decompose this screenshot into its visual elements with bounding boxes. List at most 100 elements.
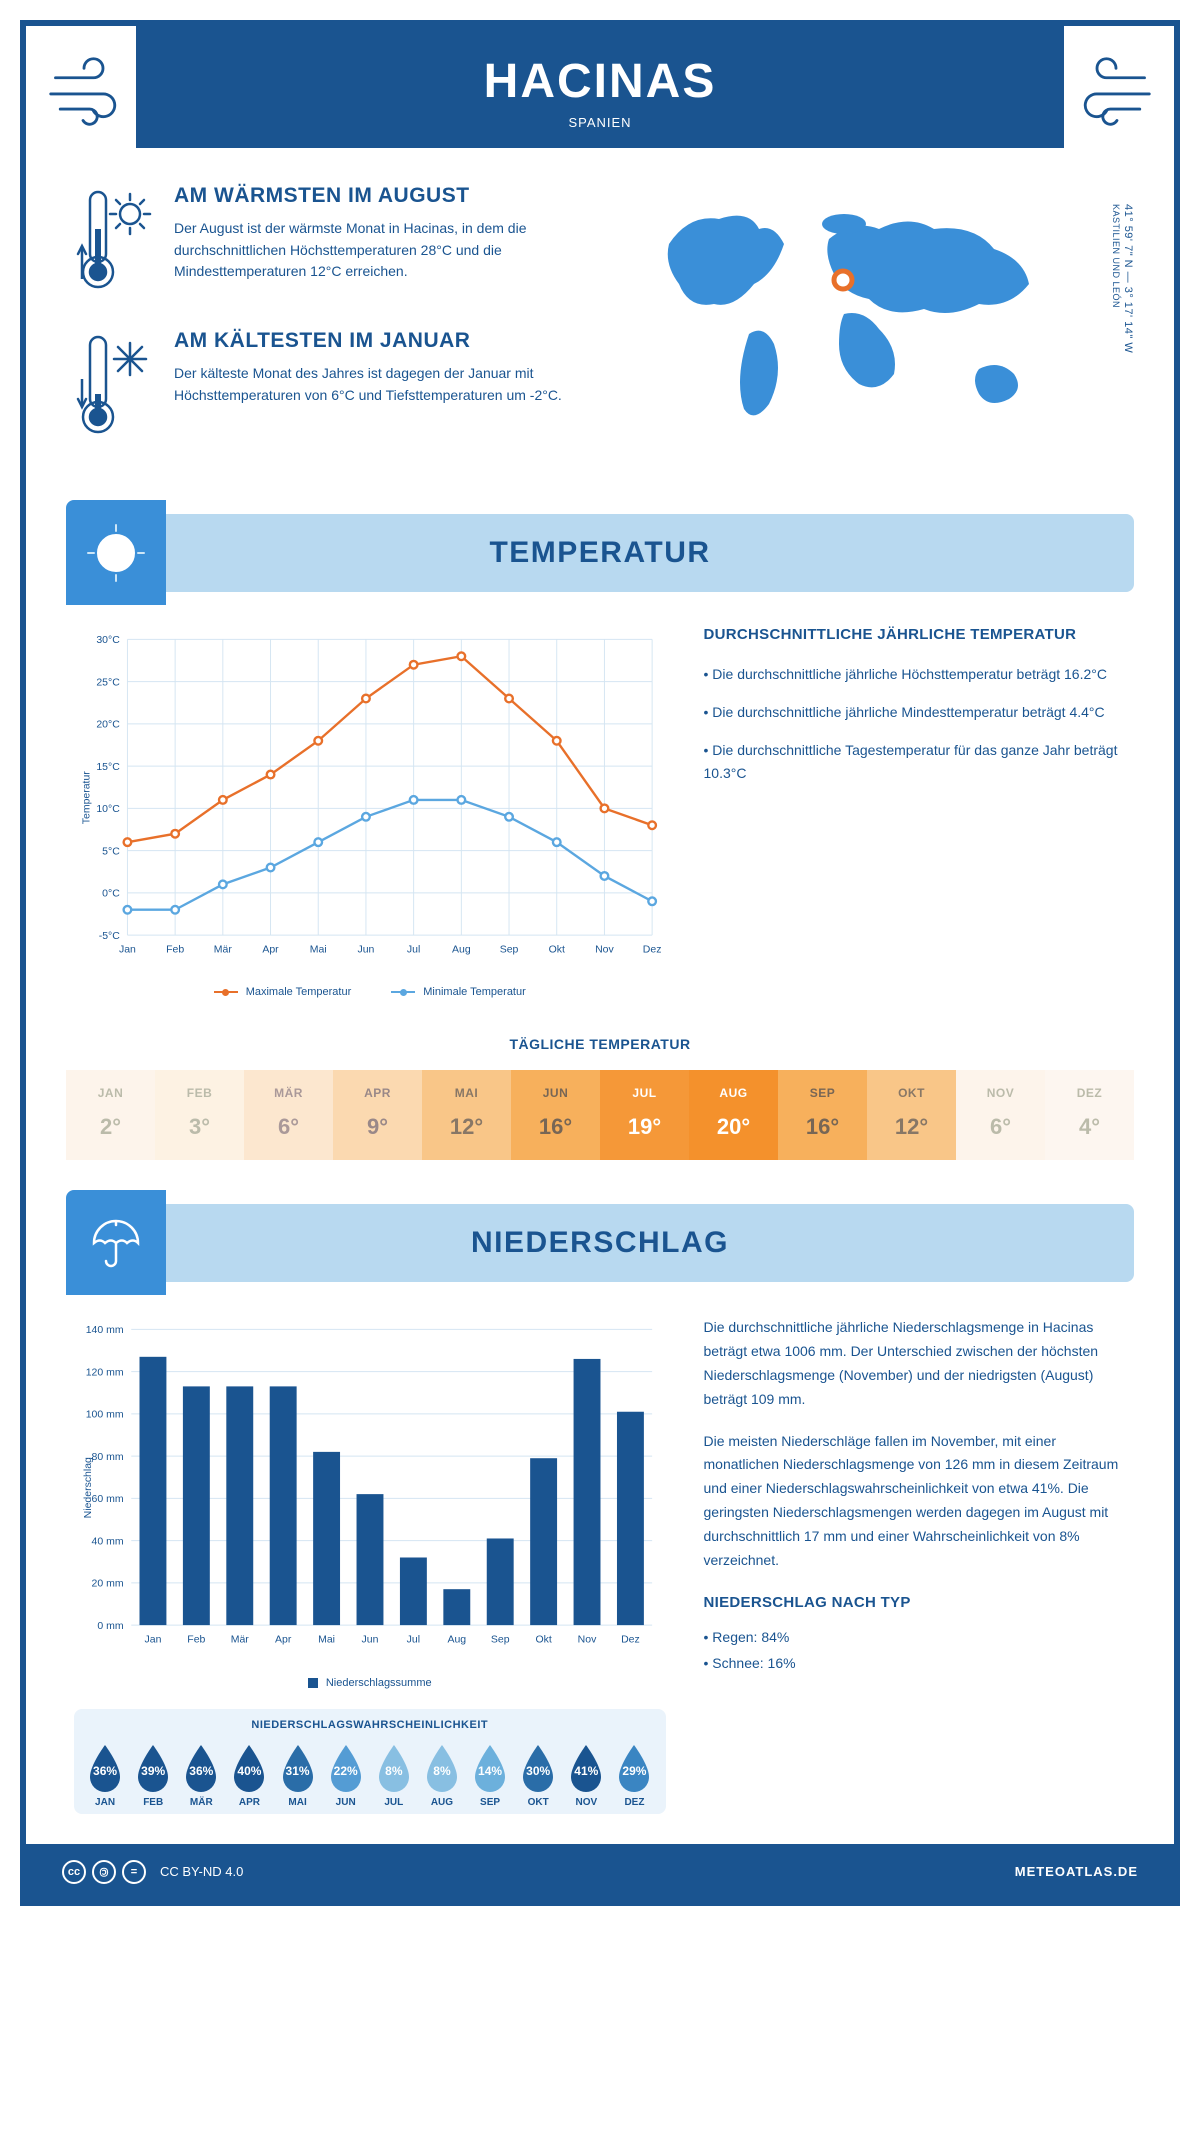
- svg-text:100 mm: 100 mm: [86, 1410, 124, 1421]
- droplet: 30%OKT: [515, 1741, 561, 1808]
- month-cell: DEZ4°: [1045, 1070, 1134, 1160]
- svg-text:Okt: Okt: [535, 1635, 551, 1646]
- precip-heading: NIEDERSCHLAG: [66, 1226, 1134, 1260]
- precip-type: • Regen: 84%: [704, 1626, 1127, 1650]
- svg-text:Mär: Mär: [214, 944, 233, 955]
- probability-title: NIEDERSCHLAGSWAHRSCHEINLICHKEIT: [82, 1719, 658, 1731]
- droplet: 14%SEP: [467, 1741, 513, 1808]
- svg-text:Nov: Nov: [595, 944, 614, 955]
- month-cell: SEP16°: [778, 1070, 867, 1160]
- warmest-block: AM WÄRMSTEN IM AUGUST Der August ist der…: [74, 184, 609, 299]
- month-cell: AUG20°: [689, 1070, 778, 1160]
- svg-text:20°C: 20°C: [96, 720, 120, 731]
- intro-section: AM WÄRMSTEN IM AUGUST Der August ist der…: [26, 148, 1174, 504]
- sun-icon: [66, 500, 166, 605]
- month-cell: OKT12°: [867, 1070, 956, 1160]
- droplet-row: 36%JAN39%FEB36%MÄR40%APR31%MAI22%JUN8%JU…: [82, 1741, 658, 1808]
- warmest-text: AM WÄRMSTEN IM AUGUST Der August ist der…: [174, 184, 609, 299]
- svg-text:Mär: Mär: [231, 1635, 250, 1646]
- svg-text:Sep: Sep: [500, 944, 519, 955]
- cc-icons: cc 🄯 =: [62, 1860, 146, 1884]
- svg-text:Jan: Jan: [119, 944, 136, 955]
- month-cell: JAN2°: [66, 1070, 155, 1160]
- precip-legend: Niederschlagssumme: [74, 1677, 666, 1689]
- temp-section-header: TEMPERATUR: [66, 514, 1134, 592]
- droplet: 41%NOV: [563, 1741, 609, 1808]
- precip-section-header: NIEDERSCHLAG: [66, 1204, 1134, 1282]
- warmest-title: AM WÄRMSTEN IM AUGUST: [174, 184, 609, 208]
- thermometer-cold-icon: [74, 329, 154, 444]
- footer-left: cc 🄯 = CC BY-ND 4.0: [62, 1860, 243, 1884]
- daily-heading: TÄGLICHE TEMPERATUR: [26, 1036, 1174, 1052]
- coldest-text: AM KÄLTESTEN IM JANUAR Der kälteste Mona…: [174, 329, 609, 444]
- droplet: 29%DEZ: [611, 1741, 657, 1808]
- month-cell: APR9°: [333, 1070, 422, 1160]
- footer: cc 🄯 = CC BY-ND 4.0 METEOATLAS.DE: [26, 1844, 1174, 1900]
- svg-text:Feb: Feb: [166, 944, 184, 955]
- world-map-icon: [639, 184, 1069, 434]
- droplet: 36%MÄR: [178, 1741, 224, 1808]
- svg-text:Jun: Jun: [362, 1635, 379, 1646]
- svg-text:5°C: 5°C: [102, 846, 120, 857]
- temp-legend: Maximale Temperatur Minimale Temperatur: [74, 986, 666, 998]
- svg-text:-5°C: -5°C: [99, 931, 121, 942]
- cc-icon: cc: [62, 1860, 86, 1884]
- wind-icon: [1059, 52, 1154, 132]
- svg-text:Dez: Dez: [621, 1635, 640, 1646]
- svg-text:40 mm: 40 mm: [92, 1537, 124, 1548]
- svg-text:Temperatur: Temperatur: [81, 771, 92, 825]
- location-subtitle: SPANIEN: [136, 115, 1064, 130]
- temp-chart: -5°C0°C5°C10°C15°C20°C25°C30°CJanFebMärA…: [74, 626, 666, 998]
- wind-icon: [46, 52, 141, 132]
- precip-chart-col: 0 mm20 mm40 mm60 mm80 mm100 mm120 mm140 …: [74, 1316, 666, 1813]
- svg-text:Sep: Sep: [491, 1635, 510, 1646]
- droplet: 8%AUG: [419, 1741, 465, 1808]
- temp-heading: TEMPERATUR: [66, 536, 1134, 570]
- probability-block: NIEDERSCHLAGSWAHRSCHEINLICHKEIT 36%JAN39…: [74, 1709, 666, 1814]
- header-wrap: HACINAS SPANIEN: [26, 26, 1174, 148]
- coldest-body: Der kälteste Monat des Jahres ist dagege…: [174, 363, 609, 406]
- svg-text:Okt: Okt: [549, 944, 565, 955]
- precip-p2: Die meisten Niederschläge fallen im Nove…: [704, 1430, 1127, 1573]
- droplet: 22%JUN: [323, 1741, 369, 1808]
- warmest-body: Der August ist der wärmste Monat in Haci…: [174, 218, 609, 283]
- svg-text:Apr: Apr: [262, 944, 279, 955]
- precip-type: • Schnee: 16%: [704, 1652, 1127, 1676]
- droplet: 36%JAN: [82, 1741, 128, 1808]
- month-cell: MAI12°: [422, 1070, 511, 1160]
- svg-text:Apr: Apr: [275, 1635, 292, 1646]
- svg-text:Jul: Jul: [407, 1635, 420, 1646]
- svg-text:10°C: 10°C: [96, 804, 120, 815]
- infographic-page: HACINAS SPANIEN: [20, 20, 1180, 1906]
- month-cell: NOV6°: [956, 1070, 1045, 1160]
- svg-text:Aug: Aug: [452, 944, 471, 955]
- svg-text:30°C: 30°C: [96, 635, 120, 646]
- temp-text: DURCHSCHNITTLICHE JÄHRLICHE TEMPERATUR •…: [704, 626, 1127, 998]
- svg-text:15°C: 15°C: [96, 762, 120, 773]
- droplet: 39%FEB: [130, 1741, 176, 1808]
- svg-text:0 mm: 0 mm: [97, 1621, 123, 1632]
- coldest-block: AM KÄLTESTEN IM JANUAR Der kälteste Mona…: [74, 329, 609, 444]
- site-label: METEOATLAS.DE: [1015, 1864, 1138, 1879]
- precip-body: 0 mm20 mm40 mm60 mm80 mm100 mm120 mm140 …: [26, 1316, 1174, 1843]
- svg-text:20 mm: 20 mm: [92, 1579, 124, 1590]
- month-cell: JUL19°: [600, 1070, 689, 1160]
- svg-text:Aug: Aug: [447, 1635, 466, 1646]
- precip-p1: Die durchschnittliche jährliche Niedersc…: [704, 1316, 1127, 1411]
- header-banner: HACINAS SPANIEN: [136, 26, 1064, 148]
- svg-text:120 mm: 120 mm: [86, 1368, 124, 1379]
- svg-text:60 mm: 60 mm: [92, 1495, 124, 1506]
- thermometer-hot-icon: [74, 184, 154, 299]
- license-label: CC BY-ND 4.0: [160, 1864, 243, 1879]
- month-cell: JUN16°: [511, 1070, 600, 1160]
- intro-left: AM WÄRMSTEN IM AUGUST Der August ist der…: [74, 184, 609, 474]
- svg-text:Jan: Jan: [145, 1635, 162, 1646]
- svg-text:Jul: Jul: [407, 944, 420, 955]
- precip-type-h: NIEDERSCHLAG NACH TYP: [704, 1590, 1127, 1616]
- umbrella-icon: [66, 1190, 166, 1295]
- svg-text:Mai: Mai: [310, 944, 327, 955]
- svg-text:Mai: Mai: [318, 1635, 335, 1646]
- droplet: 31%MAI: [275, 1741, 321, 1808]
- svg-text:0°C: 0°C: [102, 889, 120, 900]
- svg-text:Niederschlag: Niederschlag: [83, 1457, 94, 1518]
